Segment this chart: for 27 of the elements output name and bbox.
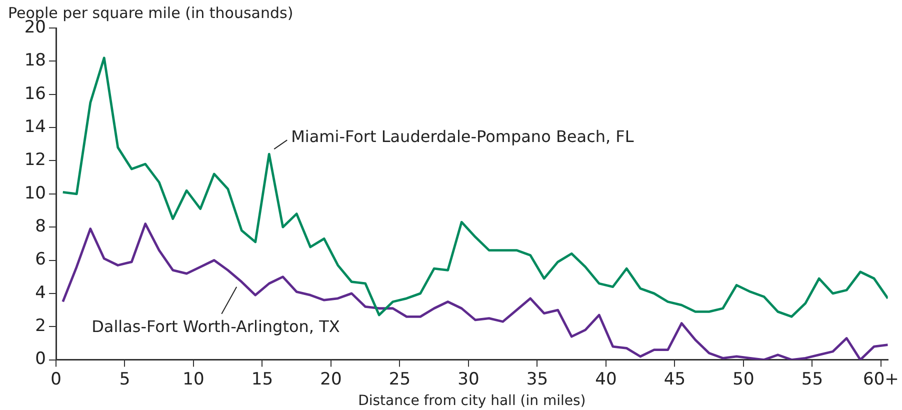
x-axis-title: Distance from city hall (in miles) [358,393,586,410]
x-tick-label: 50 [732,369,754,390]
y-tick-label: 12 [24,150,46,170]
series-label: Miami-Fort Lauderdale-Pompano Beach, FL [291,127,634,146]
x-tick-label: 35 [526,369,548,390]
x-tick-label: 60+ [863,369,899,390]
series-label: Dallas-Fort Worth-Arlington, TX [92,316,340,336]
y-tick-label: 2 [35,316,46,336]
y-tick-label: 0 [35,349,46,370]
x-tick-label: 45 [664,369,686,390]
y-axis-title: People per square mile (in thousands) [8,4,294,22]
x-tick-label: 55 [801,369,824,390]
y-tick-label: 6 [35,250,46,270]
x-tick-label: 25 [388,369,411,390]
x-tick-label: 30 [458,369,480,390]
x-tick-label: 5 [119,369,130,390]
y-tick-label: 8 [35,216,46,236]
x-tick-label: 15 [251,369,274,390]
y-tick-label: 16 [24,84,46,104]
x-tick-label: 40 [595,369,617,390]
y-tick-label: 10 [24,183,46,204]
x-tick-label: 20 [320,369,342,390]
y-tick-label: 14 [24,116,46,137]
y-tick-label: 4 [35,282,46,303]
x-tick-label: 10 [182,369,204,390]
x-tick-label: 0 [50,369,62,390]
y-tick-label: 18 [24,50,46,71]
